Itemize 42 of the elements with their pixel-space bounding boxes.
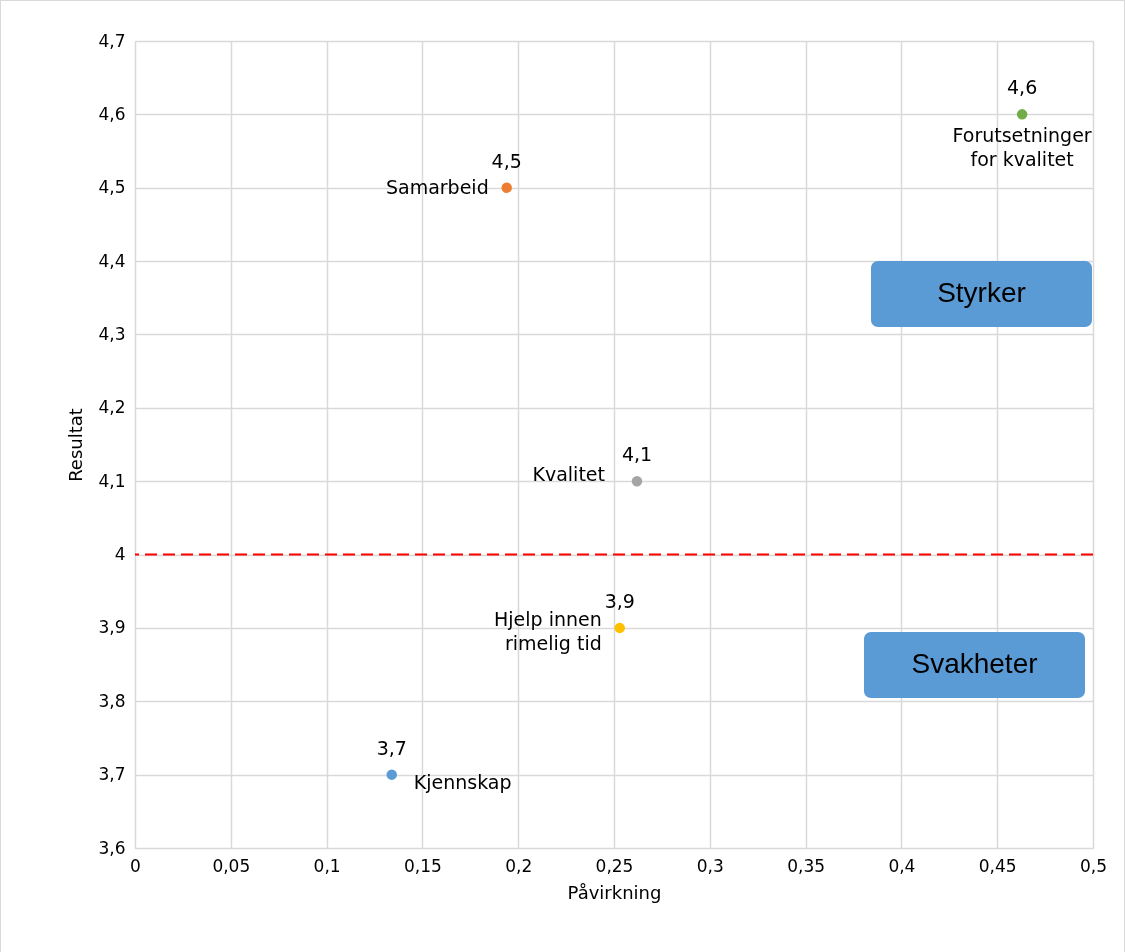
x-tick-label: 0 <box>130 855 141 876</box>
series-label: Samarbeid <box>385 175 489 198</box>
series-label: Kvalitet <box>532 463 605 486</box>
x-tick-label: 0,1 <box>313 855 341 876</box>
point <box>631 475 643 487</box>
data-label: 4,5 <box>491 149 522 172</box>
x-tick-label: 0,2 <box>505 855 533 876</box>
series-label: Forutsetninger for kvalitet <box>952 124 1092 171</box>
point <box>386 769 397 780</box>
x-tick-label: 0,05 <box>212 855 251 876</box>
y-tick-label: 4 <box>114 544 126 565</box>
series-label: Kjennskap <box>413 770 512 793</box>
x-axis-title: Påvirkning <box>567 881 662 903</box>
x-tick-label: 0,5 <box>1079 855 1108 876</box>
y-tick-label: 4,4 <box>98 250 126 271</box>
x-tick-label: 0,15 <box>403 855 442 876</box>
data-label: 4,6 <box>1007 76 1038 99</box>
point <box>614 622 625 634</box>
y-tick-label: 4,1 <box>98 470 126 491</box>
y-tick-label: 4,6 <box>98 103 126 124</box>
y-tick-label: 3,9 <box>98 617 126 638</box>
x-tick-label: 0,35 <box>787 855 826 876</box>
y-tick-label: 4,3 <box>98 323 126 344</box>
point <box>501 182 512 193</box>
x-tick-label: 0,4 <box>888 855 916 876</box>
y-tick-label: 4,7 <box>98 30 126 51</box>
y-axis-title: Resultat <box>65 408 87 482</box>
y-tick-label: 3,8 <box>98 690 126 711</box>
point <box>1016 109 1028 120</box>
annotation: Svakheter <box>911 648 1038 679</box>
x-tick-label: 0,25 <box>595 855 634 876</box>
y-tick-label: 3,7 <box>98 764 126 785</box>
x-tick-label: 0,45 <box>978 855 1017 876</box>
y-tick-label: 4,2 <box>98 397 126 418</box>
data-label: 4,1 <box>621 443 653 466</box>
x-tick-label: 0,3 <box>696 855 724 876</box>
series-label: Hjelp innen rimelig tid <box>494 607 602 654</box>
annotation: Styrker <box>937 277 1026 308</box>
y-tick-label: 3,6 <box>98 837 126 858</box>
data-label: 3,9 <box>604 589 635 612</box>
data-label: 3,7 <box>376 736 407 759</box>
y-tick-label: 4,5 <box>98 177 126 198</box>
